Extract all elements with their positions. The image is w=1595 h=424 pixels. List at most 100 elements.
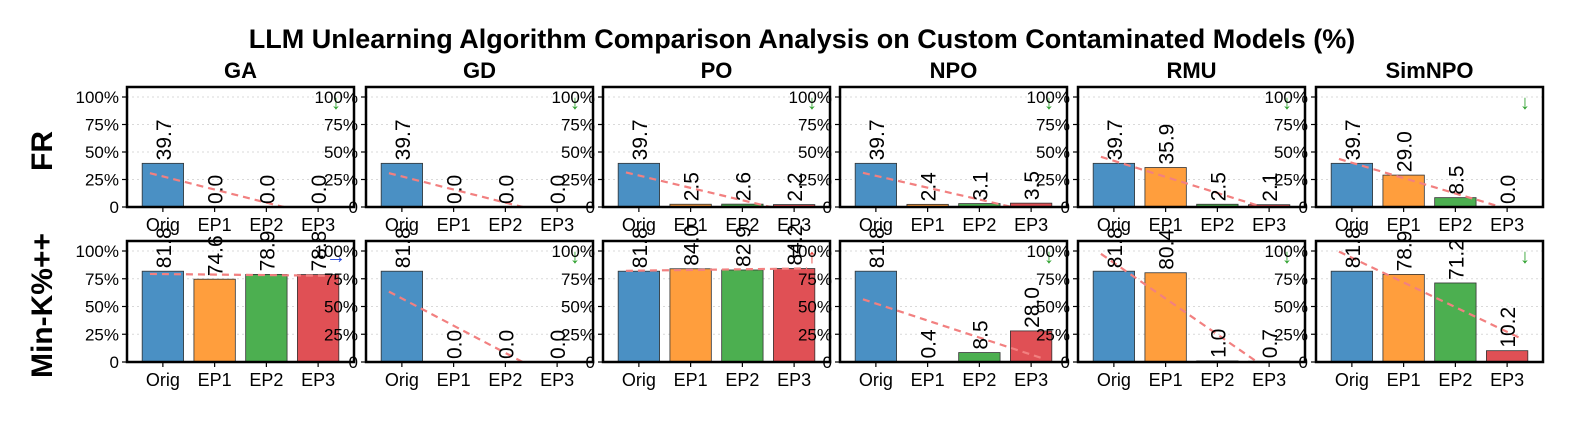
y-tick-label: 50% bbox=[798, 298, 832, 317]
x-tick-label-ep3: EP3 bbox=[540, 215, 574, 235]
value-label-orig: 81.8 bbox=[153, 227, 176, 268]
bar-ep1 bbox=[1382, 274, 1425, 363]
x-tick-label-ep1: EP1 bbox=[437, 215, 471, 235]
y-tick-label: 75% bbox=[561, 270, 595, 289]
x-tick-label-ep3: EP3 bbox=[1014, 370, 1048, 390]
y-tick-label: 25% bbox=[85, 171, 119, 190]
y-tick-label: 0 bbox=[586, 353, 595, 372]
value-label-ep2: 78.9 bbox=[256, 231, 279, 272]
panel-mink-rmu: 81.8 80.4 1.0 0.7 ↓ Orig EP1 EP2 EP3 0 25% 50% 75% 10… bbox=[1027, 227, 1307, 390]
panel-fr-gd: 39.7 0.0 0.0 0.0 ↓ Orig EP1 EP2 EP3 0 25% 50% 75% 100… bbox=[315, 85, 595, 235]
y-tick-label: 25% bbox=[561, 171, 595, 190]
bar-ep3 bbox=[1010, 330, 1053, 363]
panel-frame bbox=[838, 239, 1069, 364]
y-tick-label: 100% bbox=[789, 88, 832, 107]
y-tick-label: 100% bbox=[1265, 242, 1308, 261]
panel-fr-ga: 39.7 0.0 0.0 0.0 ↓ Orig EP1 EP2 EP3 0 25% 50% 75% 100… bbox=[76, 85, 356, 235]
value-label-orig: 81.8 bbox=[866, 227, 889, 268]
x-tick-label-ep3: EP3 bbox=[777, 370, 811, 390]
y-tick-label: 50% bbox=[798, 143, 832, 162]
bar-orig bbox=[854, 162, 897, 208]
x-tick-label-ep1: EP1 bbox=[198, 370, 232, 390]
y-tick-label: 50% bbox=[561, 143, 595, 162]
x-tick-label-ep1: EP1 bbox=[911, 215, 945, 235]
panel-frame bbox=[125, 239, 356, 364]
y-tick-label: 0 bbox=[1061, 198, 1070, 217]
x-tick-label-orig: Orig bbox=[1097, 370, 1131, 390]
y-tick-label: 50% bbox=[1274, 298, 1308, 317]
value-label-ep1: 0.0 bbox=[205, 175, 228, 204]
y-tick-label: 100% bbox=[552, 242, 595, 261]
trend-arrow: ↑ bbox=[807, 246, 817, 268]
x-tick-label-ep2: EP2 bbox=[725, 370, 759, 390]
x-tick-label-ep1: EP1 bbox=[198, 215, 232, 235]
panel-fr-simnpo: 39.7 29.0 8.5 0.0 ↓ Orig EP1 EP2 EP3 0 25% 50% 75% 10… bbox=[1265, 85, 1545, 235]
value-label-ep2: 8.5 bbox=[1445, 165, 1468, 194]
value-label-orig: 81.8 bbox=[1104, 227, 1127, 268]
x-tick-label-ep3: EP3 bbox=[1490, 215, 1524, 235]
trend-arrow: ↓ bbox=[570, 92, 580, 114]
panel-mink-po: 81.8 84.0 82.9 84.2 ↑ Orig EP1 EP2 EP3 0 25% 50% 75%… bbox=[552, 225, 832, 390]
bar-orig bbox=[617, 270, 660, 363]
value-label-ep3: 2.1 bbox=[1259, 172, 1282, 201]
panel-fr-npo: 39.7 2.4 3.1 3.5 ↓ Orig EP1 EP2 EP3 0 25% 50% 75% 100… bbox=[789, 85, 1069, 235]
y-tick-label: 0 bbox=[349, 353, 358, 372]
panel-frame bbox=[364, 239, 595, 364]
y-tick-label: 0 bbox=[823, 198, 832, 217]
x-tick-label-ep1: EP1 bbox=[1149, 370, 1183, 390]
trend-line bbox=[1338, 157, 1502, 209]
trend-line bbox=[149, 172, 284, 209]
panel-mink-ga: 81.8 74.6 78.9 78.8→Orig EP1 EP2 EP3025%50%75%… bbox=[76, 227, 356, 390]
bar-ep2 bbox=[721, 269, 764, 363]
trend-line bbox=[388, 290, 524, 363]
panel-frame bbox=[601, 85, 832, 209]
panel-fr-po: 39.7 2.5 2.6 2.2 ↓ Orig EP1 EP2 EP3 0 25% 50% 75% 100… bbox=[552, 85, 832, 235]
y-tick-label: 75% bbox=[85, 270, 119, 289]
bar-orig bbox=[1330, 162, 1373, 208]
y-tick-label: 50% bbox=[1036, 143, 1070, 162]
value-label-ep1: 78.9 bbox=[1394, 231, 1417, 272]
value-label-ep3: 84.2 bbox=[784, 225, 807, 266]
x-tick-label-orig: Orig bbox=[859, 215, 893, 235]
value-label-ep1: 80.4 bbox=[1156, 229, 1179, 270]
value-label-ep1: 2.5 bbox=[681, 172, 704, 201]
panel-fr-rmu: 39.7 35.9 2.5 2.1 ↓ Orig EP1 EP2 EP3 0 25% 50% 75% 10… bbox=[1027, 85, 1307, 235]
value-label-ep3: 3.5 bbox=[1021, 171, 1044, 200]
bar-ep1 bbox=[1382, 174, 1425, 208]
y-tick-label: 50% bbox=[561, 298, 595, 317]
x-tick-label-ep2: EP2 bbox=[962, 370, 996, 390]
row-label-fr: FR bbox=[26, 131, 59, 171]
x-tick-label-orig: Orig bbox=[146, 215, 180, 235]
column-label-po: PO bbox=[701, 58, 733, 83]
y-tick-label: 75% bbox=[324, 116, 358, 135]
y-tick-label: 0 bbox=[110, 353, 119, 372]
column-label-rmu: RMU bbox=[1166, 58, 1216, 83]
value-label-ep3: 0.0 bbox=[1497, 175, 1520, 204]
y-tick-label: 25% bbox=[85, 325, 119, 344]
y-tick-label: 25% bbox=[1274, 171, 1308, 190]
panel-frame bbox=[1076, 85, 1307, 209]
value-label-orig: 39.7 bbox=[392, 119, 415, 160]
x-tick-label-orig: Orig bbox=[622, 370, 656, 390]
trend-line bbox=[1100, 155, 1263, 209]
column-label-ga: GA bbox=[224, 58, 257, 83]
y-tick-label: 25% bbox=[1274, 325, 1308, 344]
value-label-ep2: 71.2 bbox=[1445, 239, 1468, 280]
value-label-ep1: 0.4 bbox=[918, 329, 941, 359]
bar-orig bbox=[141, 270, 184, 363]
bar-ep2 bbox=[958, 352, 1001, 363]
value-label-ep2: 0.0 bbox=[256, 175, 279, 204]
x-tick-label-ep2: EP2 bbox=[1438, 370, 1472, 390]
value-label-ep2: 0.0 bbox=[495, 175, 518, 204]
y-tick-label: 25% bbox=[1036, 171, 1070, 190]
trend-arrow: ↓ bbox=[1520, 92, 1530, 114]
y-tick-label: 100% bbox=[1027, 88, 1070, 107]
y-tick-label: 25% bbox=[324, 325, 358, 344]
value-label-ep1: 0.0 bbox=[444, 175, 467, 204]
y-tick-label: 75% bbox=[324, 270, 358, 289]
panel-frame bbox=[838, 85, 1069, 209]
y-tick-label: 25% bbox=[798, 171, 832, 190]
x-tick-label-ep1: EP1 bbox=[1387, 215, 1421, 235]
trend-arrow: ↓ bbox=[1282, 92, 1292, 114]
bar-ep1 bbox=[193, 278, 236, 363]
